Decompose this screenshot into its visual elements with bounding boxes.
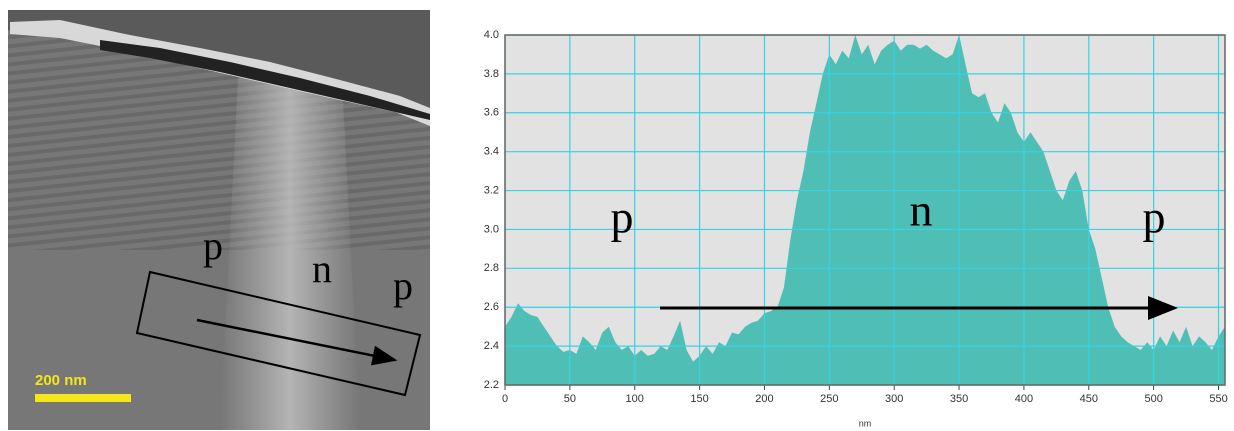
y-tick-label: 2.6 bbox=[484, 301, 499, 313]
x-tick-label: 350 bbox=[950, 393, 968, 405]
image-label: p bbox=[203, 223, 223, 268]
annotation: p bbox=[611, 192, 634, 243]
x-tick-label: 550 bbox=[1209, 393, 1227, 405]
y-tick-label: 3.8 bbox=[484, 68, 499, 80]
x-tick-label: 100 bbox=[626, 393, 644, 405]
x-tick-label: 150 bbox=[690, 393, 708, 405]
area bbox=[505, 35, 1225, 385]
image-label: n bbox=[312, 246, 332, 291]
x-tick-label: 400 bbox=[1015, 393, 1033, 405]
y-tick-label: 3.0 bbox=[484, 223, 499, 235]
x-tick-label: 450 bbox=[1080, 393, 1098, 405]
y-tick-label: 2.8 bbox=[484, 262, 499, 274]
plot-frame bbox=[504, 34, 1226, 386]
chart: 2.2 2.4 2.6 2.8 3.0 3.2 3.4 3.6 3.8 4.0 0 50 100 150 2… bbox=[484, 29, 1228, 428]
annotation: n bbox=[910, 185, 933, 236]
y-tick-label: 2.2 bbox=[484, 379, 499, 391]
scale-bar-label: 200 nm bbox=[35, 372, 87, 389]
x-tick-label: 50 bbox=[564, 393, 576, 405]
x-tick-label: 0 bbox=[502, 393, 508, 405]
y-tick-label: 4.0 bbox=[484, 29, 499, 41]
x-tick-label: 250 bbox=[820, 393, 838, 405]
x-tick-label: 300 bbox=[885, 393, 903, 405]
x-axis-label: nm bbox=[859, 418, 872, 428]
x-tick-label: 200 bbox=[755, 393, 773, 405]
x-tick-label: 500 bbox=[1144, 393, 1162, 405]
y-tick-label: 3.6 bbox=[484, 107, 499, 119]
annotation: p bbox=[1143, 192, 1166, 243]
image-label: p bbox=[393, 263, 413, 308]
y-tick-label: 2.4 bbox=[484, 340, 499, 352]
y-tick-label: 3.4 bbox=[484, 146, 499, 158]
y-tick-label: 3.2 bbox=[484, 184, 499, 196]
micrograph: p n p 200 nm bbox=[8, 10, 430, 430]
